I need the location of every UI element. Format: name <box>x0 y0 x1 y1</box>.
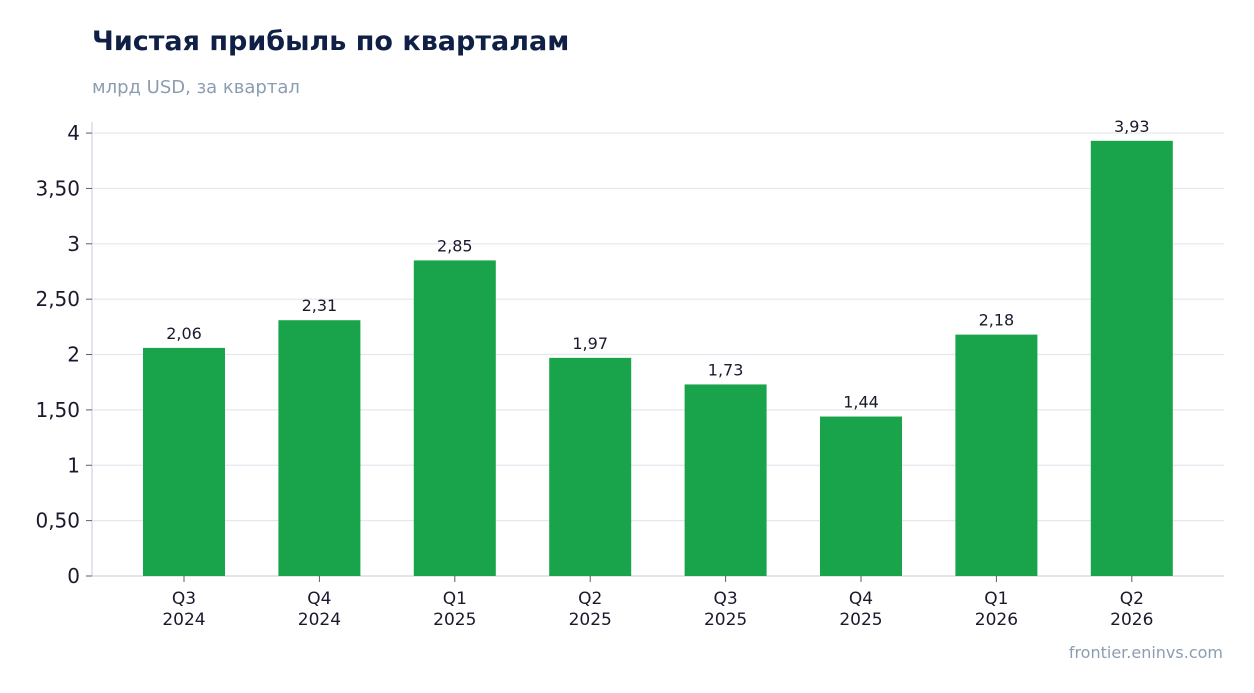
bar-value-label: 2,06 <box>166 324 202 343</box>
y-tick-label: 1,50 <box>35 398 80 422</box>
y-tick-label: 2,50 <box>35 287 80 311</box>
y-axis-ticks: 0 0,50 1 1,50 2 2,50 3 3,50 4 <box>35 121 92 588</box>
bar-value-label: 3,93 <box>1114 117 1150 136</box>
bar-value-label: 1,44 <box>843 393 879 412</box>
bar <box>278 320 361 576</box>
bar <box>143 347 225 576</box>
y-tick-label: 0 <box>67 564 80 588</box>
y-tick-label: 1 <box>67 453 80 477</box>
x-tick-label-year: 2024 <box>162 610 205 630</box>
source-credit: frontier.eninvs.com <box>1068 643 1223 662</box>
x-tick-label-year: 2025 <box>839 610 882 630</box>
bar <box>684 384 767 576</box>
x-tick-label-quarter: Q4 <box>307 589 331 609</box>
bar <box>955 334 1038 576</box>
x-tick-label-year: 2025 <box>569 610 612 630</box>
x-tick-label-quarter: Q1 <box>443 589 467 609</box>
y-tick-label: 3,50 <box>35 176 80 200</box>
gridlines <box>92 132 1224 522</box>
axes <box>91 122 1224 577</box>
x-tick-label-quarter: Q1 <box>984 589 1008 609</box>
x-tick-label-quarter: Q4 <box>849 589 873 609</box>
x-axis-ticks: Q32024Q42024Q12025Q22025Q32025Q42025Q120… <box>162 576 1153 630</box>
x-tick-label-year: 2025 <box>704 610 747 630</box>
bar-value-label: 2,85 <box>437 236 473 255</box>
bar-value-label: 2,18 <box>979 311 1015 330</box>
bar <box>1090 140 1173 576</box>
y-tick-label: 3 <box>67 232 80 256</box>
x-tick-label-quarter: Q3 <box>172 589 196 609</box>
data-labels: 2,06 2,31 2,85 1,97 1,73 1,44 2,18 3,93 <box>166 117 1149 412</box>
x-tick-label-quarter: Q2 <box>578 589 602 609</box>
bar <box>413 260 496 576</box>
y-tick-label: 4 <box>67 121 80 145</box>
x-tick-label-year: 2024 <box>298 610 341 630</box>
chart-subtitle: млрд USD, за квартал <box>92 77 300 98</box>
y-tick-label: 0,50 <box>35 509 80 533</box>
x-tick-label-year: 2026 <box>1110 610 1153 630</box>
x-tick-label-quarter: Q3 <box>713 589 737 609</box>
chart-title: Чистая прибыль по кварталам <box>92 26 570 57</box>
y-tick-label: 2 <box>67 343 80 367</box>
bar <box>549 357 632 576</box>
x-tick-label-quarter: Q2 <box>1120 589 1144 609</box>
bar-value-label: 1,73 <box>708 360 744 379</box>
x-tick-label-year: 2025 <box>433 610 476 630</box>
bar <box>820 416 902 576</box>
bar-value-label: 1,97 <box>572 334 608 353</box>
bar-value-label: 2,31 <box>302 296 338 315</box>
x-tick-label-year: 2026 <box>975 610 1018 630</box>
bars <box>143 140 1173 576</box>
